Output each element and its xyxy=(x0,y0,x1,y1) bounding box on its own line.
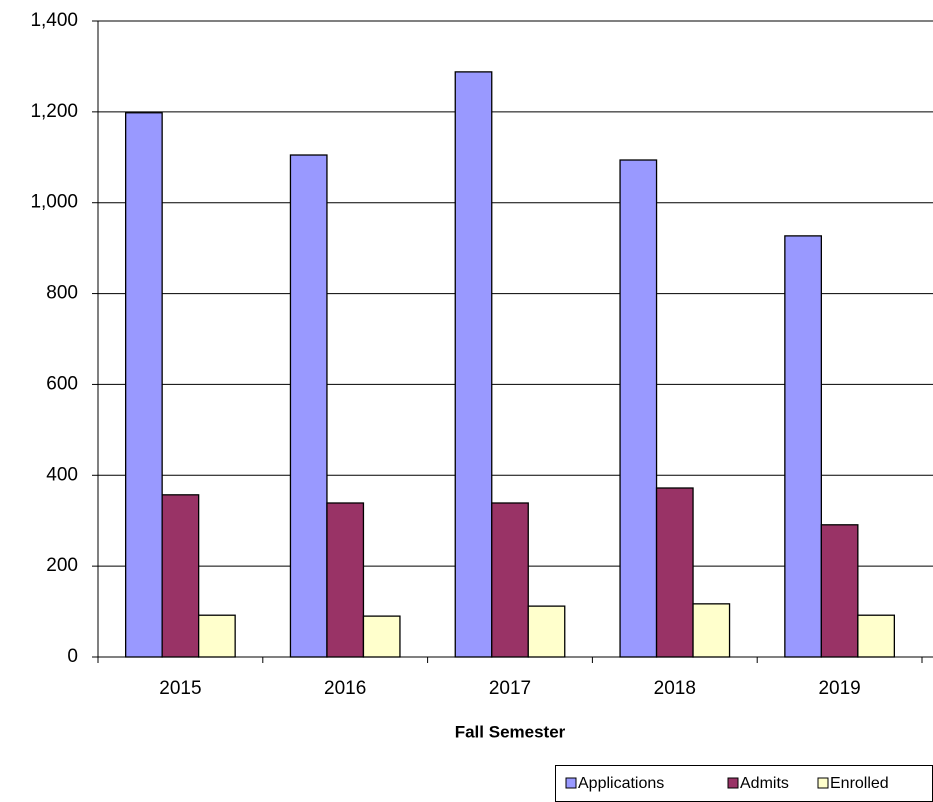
x-axis-label: Fall Semester xyxy=(455,722,566,741)
x-tick-label: 2017 xyxy=(489,678,531,699)
y-tick-label: 1,200 xyxy=(30,101,78,122)
bar xyxy=(692,603,731,658)
y-tick-label: 800 xyxy=(46,283,78,304)
bar xyxy=(857,614,895,658)
y-tick-label: 1,000 xyxy=(30,192,78,213)
y-tick-label: 0 xyxy=(67,646,78,667)
legend-swatch xyxy=(565,777,577,789)
bar xyxy=(655,487,694,658)
legend-label: Applications xyxy=(578,775,664,792)
y-tick-label: 200 xyxy=(46,555,78,576)
bar xyxy=(820,524,859,658)
bar xyxy=(289,154,328,658)
x-tick-label: 2015 xyxy=(159,678,201,699)
bar xyxy=(362,615,401,658)
legend-swatch xyxy=(817,777,829,789)
y-tick-label: 1,400 xyxy=(30,10,78,31)
bar xyxy=(527,605,566,658)
x-tick-label: 2018 xyxy=(654,678,696,699)
bar xyxy=(784,235,822,658)
legend-swatch xyxy=(727,777,739,789)
x-tick-label: 2019 xyxy=(818,678,860,699)
bar xyxy=(619,159,658,658)
bar xyxy=(161,494,200,658)
bar xyxy=(197,614,236,658)
x-tick-label: 2016 xyxy=(324,678,366,699)
bar xyxy=(125,112,163,658)
legend-label: Admits xyxy=(740,775,789,792)
y-tick-label: 600 xyxy=(46,373,78,394)
bar xyxy=(454,71,493,658)
y-tick-label: 400 xyxy=(46,464,78,485)
bar xyxy=(491,502,529,658)
legend-box xyxy=(555,765,933,802)
legend-label: Enrolled xyxy=(830,775,889,792)
bar xyxy=(326,502,365,658)
